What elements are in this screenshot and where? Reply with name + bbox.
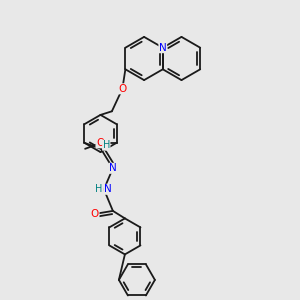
- Text: O: O: [96, 138, 104, 148]
- Text: N: N: [103, 184, 111, 194]
- Text: O: O: [91, 209, 99, 219]
- Text: N: N: [109, 163, 117, 173]
- Text: H: H: [103, 140, 110, 150]
- Text: O: O: [118, 84, 127, 94]
- Text: H: H: [95, 184, 102, 194]
- Text: N: N: [159, 43, 167, 53]
